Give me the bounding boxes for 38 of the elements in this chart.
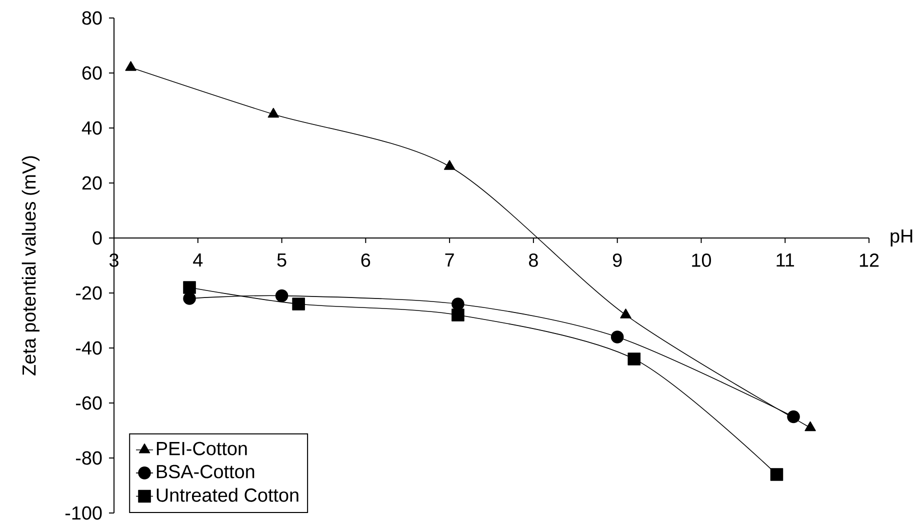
point <box>620 308 632 318</box>
y-tick-label: 0 <box>92 231 102 245</box>
y-tick-label: 80 <box>82 11 102 25</box>
x-tick-label: 10 <box>692 253 711 267</box>
point <box>292 298 305 310</box>
point <box>770 468 784 481</box>
y-tick-label: -100 <box>65 506 102 520</box>
x-tick-label: 4 <box>193 254 203 267</box>
x-tick-label: 8 <box>529 253 538 267</box>
point <box>268 108 279 118</box>
point <box>452 308 464 322</box>
point <box>452 298 464 310</box>
point <box>275 289 288 302</box>
point <box>628 352 641 366</box>
point <box>610 330 624 344</box>
legend-label: PEI-Cotton <box>156 442 247 456</box>
x-tick-label: 6 <box>361 253 370 267</box>
x-tick-label: 9 <box>612 253 622 267</box>
y-tick-label: -80 <box>76 451 102 465</box>
point <box>787 410 800 424</box>
point <box>444 160 456 170</box>
x-tick-label: 7 <box>445 254 454 267</box>
y-tick-label: -20 <box>76 286 102 300</box>
x-axis-title: pH <box>890 230 912 246</box>
point <box>183 281 196 294</box>
x-tick-label: 11 <box>776 254 794 267</box>
y-tick-label: 60 <box>82 66 102 80</box>
y-tick-label: -40 <box>76 341 102 355</box>
y-axis-title: Zeta potential values (mV) <box>22 156 40 376</box>
point <box>125 61 136 71</box>
x-tick-label: 5 <box>277 254 286 267</box>
y-tick-label: -60 <box>76 396 102 410</box>
x-tick-label: 12 <box>860 253 879 267</box>
y-tick-label: 40 <box>82 121 102 135</box>
legend-label: Untreated Cotton <box>156 488 298 502</box>
y-tick-label: 20 <box>82 176 102 190</box>
legend-label: BSA-Cotton <box>156 464 254 478</box>
point <box>183 292 196 305</box>
